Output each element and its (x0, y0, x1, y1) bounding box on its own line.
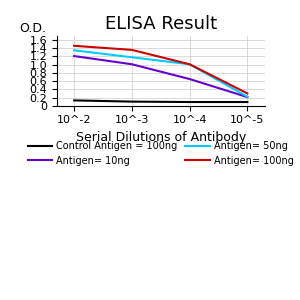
Text: O.D.: O.D. (20, 22, 46, 34)
Antigen= 100ng (188, 62, 191, 66)
Legend: Control Antigen = 100ng, Antigen= 10ng, Antigen= 50ng, Antigen= 100ng: Control Antigen = 100ng, Antigen= 10ng, … (24, 137, 297, 170)
X-axis label: Serial Dilutions of Antibody: Serial Dilutions of Antibody (76, 131, 246, 144)
Control Antigen = 100ng (130, 100, 134, 103)
Antigen= 100ng (130, 48, 134, 52)
Antigen= 100ng (246, 92, 249, 95)
Line: Antigen= 10ng: Antigen= 10ng (74, 56, 247, 97)
Antigen= 50ng (130, 56, 134, 59)
Antigen= 50ng (246, 95, 249, 98)
Antigen= 10ng (188, 77, 191, 81)
Antigen= 50ng (72, 49, 76, 52)
Antigen= 10ng (72, 54, 76, 58)
Line: Antigen= 100ng: Antigen= 100ng (74, 46, 247, 93)
Antigen= 10ng (130, 62, 134, 66)
Control Antigen = 100ng (72, 99, 76, 102)
Control Antigen = 100ng (188, 100, 191, 104)
Control Antigen = 100ng (246, 100, 249, 104)
Line: Control Antigen = 100ng: Control Antigen = 100ng (74, 100, 247, 102)
Antigen= 50ng (188, 62, 191, 66)
Line: Antigen= 50ng: Antigen= 50ng (74, 50, 247, 97)
Antigen= 10ng (246, 95, 249, 99)
Title: ELISA Result: ELISA Result (105, 15, 217, 33)
Antigen= 100ng (72, 44, 76, 48)
